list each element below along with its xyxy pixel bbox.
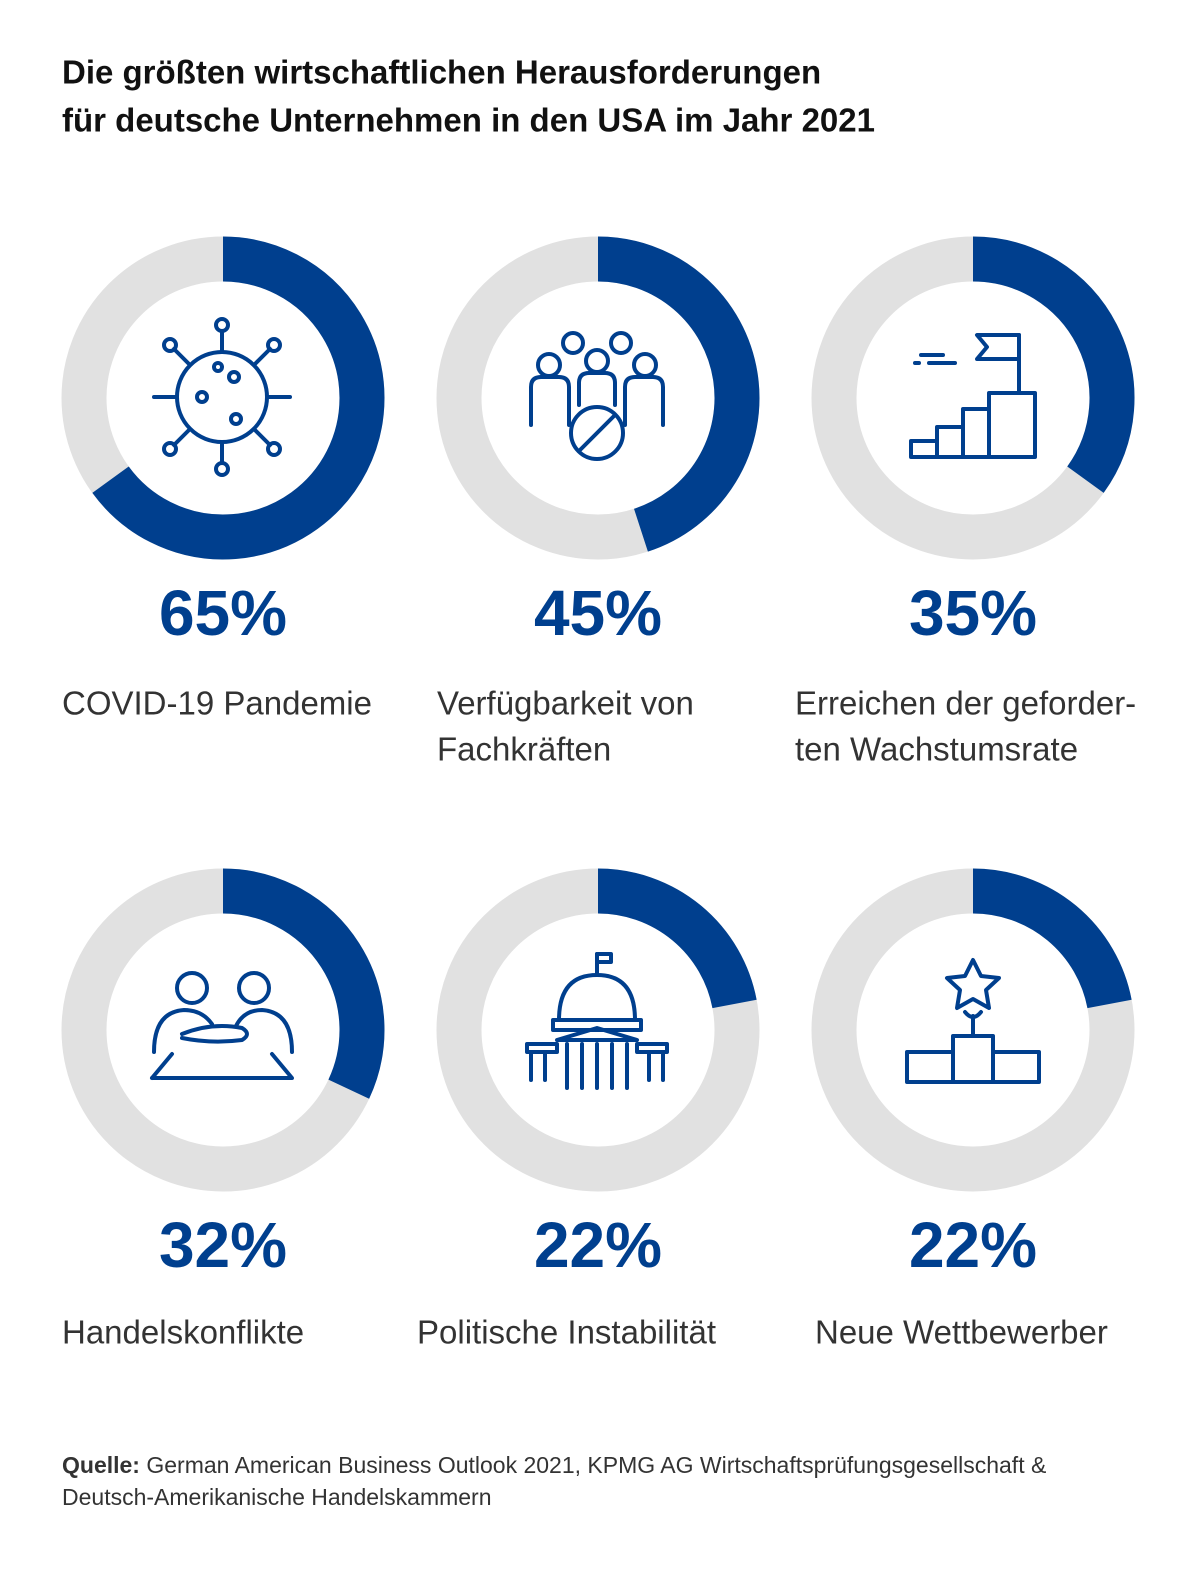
virus-icon [152,317,292,477]
value-label: 65% [159,577,287,649]
people-icon [529,331,665,461]
title-line: Die größten wirtschaftlichen Herausforde… [62,54,821,91]
donut-arc [222,868,385,1099]
capitol-icon [525,952,669,1090]
source: Quelle: German American Business Outlook… [62,1452,1046,1478]
category-label: Erreichen der geforder- [795,685,1136,722]
value-label: 32% [159,1209,287,1281]
value-label: 45% [534,577,662,649]
donut-arc [972,236,1135,493]
source-text: Deutsch-Amerikanische Handelskammern [62,1484,492,1510]
donut-arc [92,236,385,560]
category-label: Neue Wettbewerber [815,1314,1108,1351]
growth-icon [909,333,1037,459]
category-label: Handelskonflikte [62,1314,304,1351]
value-label: 35% [909,577,1037,649]
donut-arc [597,236,760,552]
category-label: ten Wachstumsrate [795,731,1078,768]
source-label: Quelle: [62,1452,140,1478]
value-label: 22% [909,1209,1037,1281]
handshake-icon [150,971,294,1080]
category-label: COVID-19 Pandemie [62,685,372,722]
category-label: Verfügbarkeit von [437,685,694,722]
title-line: für deutsche Unternehmen in den USA im J… [62,102,875,139]
donut-arc [597,868,757,1009]
value-label: 22% [534,1209,662,1281]
category-label: Fachkräften [437,731,611,768]
source-text: German American Business Outlook 2021, K… [146,1452,1046,1478]
podium-icon [905,958,1041,1084]
donut-arc [972,868,1132,1009]
category-label: Politische Instabilität [417,1314,716,1351]
